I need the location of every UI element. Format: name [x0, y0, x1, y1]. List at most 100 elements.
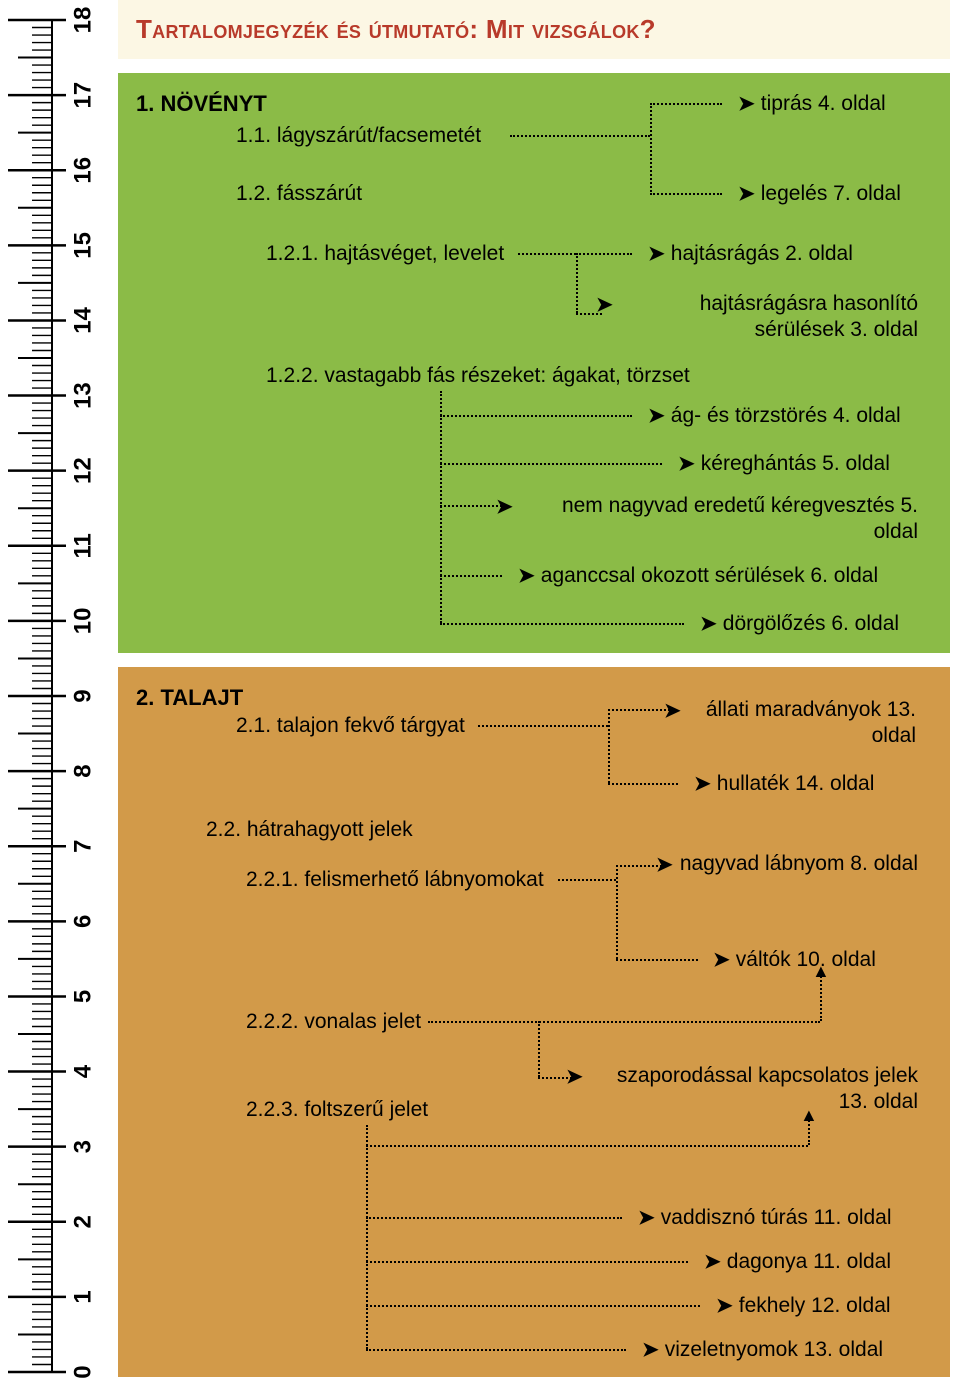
toc-target: ➤hajtásrágásra hasonlító sérülések 3. ol…	[618, 291, 918, 344]
svg-text:9: 9	[69, 689, 96, 702]
toc-target: ➤legelés 7. oldal	[738, 181, 901, 211]
panel-novenyt: 1. NÖVÉNYT1.1. lágyszárút/facsemetét➤tip…	[118, 73, 950, 653]
connector	[608, 709, 610, 783]
svg-text:14: 14	[69, 306, 96, 333]
toc-target: ➤nagyvad lábnyom 8. oldal	[678, 851, 918, 881]
svg-text:16: 16	[69, 157, 96, 184]
outline-label: 2.2. hátrahagyott jelek	[206, 817, 413, 847]
arrow-right-icon: ➤	[648, 404, 665, 429]
connector	[366, 1349, 626, 1351]
svg-text:8: 8	[69, 764, 96, 777]
arrow-right-icon: ➤	[713, 948, 730, 973]
connector	[478, 725, 608, 727]
toc-target: ➤hajtásrágás 2. oldal	[648, 241, 853, 271]
connector	[510, 135, 650, 137]
arrow-right-icon: ➤	[678, 452, 695, 477]
connector	[608, 783, 678, 785]
ruler: 0123456789101112131415161718	[0, 0, 100, 1392]
connector	[616, 865, 618, 959]
outline-label: 1.2.2. vastagabb fás részeket: ágakat, t…	[266, 363, 690, 393]
title-bar: Tartalomjegyzék és útmutató: Mit vizsgál…	[118, 0, 950, 59]
connector	[608, 709, 670, 711]
panel-talajt: 2. TALAJT2.1. talajon fekvő tárgyat➤álla…	[118, 667, 950, 1377]
svg-text:7: 7	[69, 840, 96, 853]
outline-label: 1.2.1. hajtásvéget, levelet	[266, 241, 504, 271]
outline-label: 2.1. talajon fekvő tárgyat	[236, 713, 465, 743]
svg-text:4: 4	[69, 1064, 96, 1078]
connector	[576, 253, 578, 313]
svg-text:0: 0	[69, 1365, 96, 1378]
connector	[440, 391, 442, 623]
content-area: Tartalomjegyzék és útmutató: Mit vizsgál…	[118, 0, 950, 1391]
svg-text:17: 17	[69, 82, 96, 109]
arrow-right-icon: ➤	[656, 853, 673, 878]
arrow-right-icon: ➤	[596, 293, 613, 318]
connector	[518, 253, 576, 255]
arrow-right-icon: ➤	[704, 1250, 721, 1275]
connector	[366, 1217, 622, 1219]
toc-target: ➤váltók 10. oldal	[713, 947, 876, 977]
arrow-right-icon: ➤	[664, 699, 681, 724]
arrow-right-icon: ➤	[518, 564, 535, 589]
svg-text:11: 11	[69, 533, 96, 558]
svg-text:15: 15	[69, 232, 96, 259]
connector	[650, 103, 652, 195]
toc-target: ➤fekhely 12. oldal	[716, 1293, 891, 1323]
toc-target: ➤dörgölőzés 6. oldal	[700, 611, 899, 641]
arrow-right-icon: ➤	[638, 1206, 655, 1231]
outline-label: 2.2.1. felismerhető lábnyomokat	[246, 867, 544, 897]
svg-text:2: 2	[69, 1215, 96, 1228]
arrow-right-icon: ➤	[700, 612, 717, 637]
connector	[428, 1021, 820, 1023]
arrow-right-icon: ➤	[738, 182, 755, 207]
connector	[538, 1021, 540, 1077]
connector	[440, 463, 662, 465]
toc-target: ➤szaporodással kapcsolatos jelek 13. old…	[588, 1063, 918, 1116]
svg-text:10: 10	[69, 608, 96, 635]
connector	[366, 1145, 808, 1147]
outline-label: 2.2.3. foltszerű jelet	[246, 1097, 428, 1127]
page-title: Tartalomjegyzék és útmutató: Mit vizsgál…	[136, 14, 932, 45]
arrow-right-icon: ➤	[496, 495, 513, 520]
connector	[440, 505, 502, 507]
arrow-up-icon: ▲	[800, 1105, 818, 1126]
arrow-right-icon: ➤	[566, 1065, 583, 1090]
arrow-up-icon: ▲	[812, 961, 830, 982]
connector	[366, 1305, 700, 1307]
connector	[366, 1261, 688, 1263]
connector	[440, 575, 502, 577]
connector	[558, 879, 616, 881]
svg-text:1: 1	[69, 1290, 96, 1303]
outline-label: 1.1. lágyszárút/facsemetét	[236, 123, 481, 153]
toc-target: ➤hullaték 14. oldal	[694, 771, 874, 801]
arrow-right-icon: ➤	[738, 92, 755, 117]
outline-label: 2.2.2. vonalas jelet	[246, 1009, 421, 1039]
connector	[576, 253, 632, 255]
svg-text:6: 6	[69, 915, 96, 928]
svg-text:12: 12	[69, 457, 96, 484]
connector	[616, 959, 698, 961]
toc-target: ➤ág- és törzstörés 4. oldal	[648, 403, 901, 433]
svg-text:13: 13	[69, 382, 96, 409]
svg-text:5: 5	[69, 990, 96, 1003]
toc-target: ➤aganccsal okozott sérülések 6. oldal	[518, 563, 878, 593]
arrow-right-icon: ➤	[716, 1294, 733, 1319]
connector	[650, 103, 722, 105]
arrow-right-icon: ➤	[642, 1338, 659, 1363]
toc-target: ➤nem nagyvad eredetű kéregvesztés 5. old…	[518, 493, 918, 546]
arrow-right-icon: ➤	[648, 242, 665, 267]
toc-target: ➤vizeletnyomok 13. oldal	[642, 1337, 883, 1367]
svg-text:18: 18	[69, 7, 96, 34]
svg-text:3: 3	[69, 1140, 96, 1153]
toc-target: ➤kéreghántás 5. oldal	[678, 451, 890, 481]
arrow-right-icon: ➤	[694, 772, 711, 797]
connector	[440, 415, 632, 417]
toc-target: ➤állati maradványok 13. oldal	[686, 697, 916, 750]
outline-label: 1.2. fásszárút	[236, 181, 362, 211]
connector	[650, 193, 722, 195]
toc-target: ➤tiprás 4. oldal	[738, 91, 886, 121]
connector	[366, 1125, 368, 1349]
toc-target: ➤vaddisznó túrás 11. oldal	[638, 1205, 892, 1235]
connector	[440, 623, 684, 625]
toc-target: ➤dagonya 11. oldal	[704, 1249, 891, 1279]
